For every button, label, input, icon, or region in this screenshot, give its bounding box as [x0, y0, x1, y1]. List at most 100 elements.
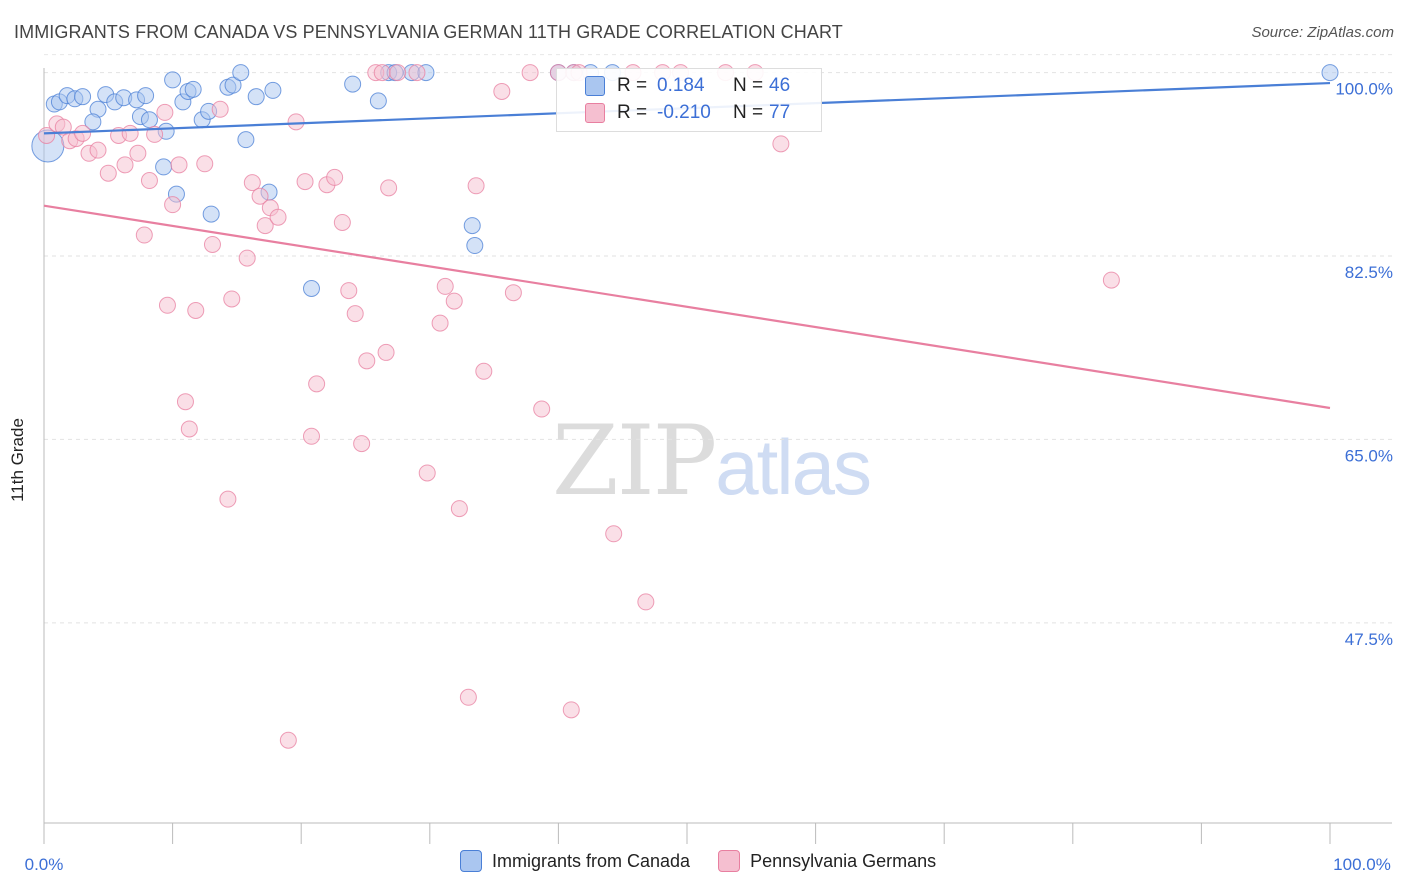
point-penn-german [431, 314, 449, 332]
axes [43, 68, 1392, 844]
point-canada [155, 158, 173, 176]
point-canada [247, 88, 265, 106]
y-tick-label: 82.5% [1345, 263, 1393, 282]
point-penn-german [418, 464, 436, 482]
stats-swatch-canada [585, 76, 605, 96]
tick-labels: 100.0% 82.5% 65.0% 47.5% 0.0% 100.0% [25, 80, 1393, 874]
point-penn-german [287, 113, 305, 131]
stats-n-label: N = [733, 75, 764, 96]
y-tick-label: 100.0% [1335, 80, 1393, 99]
point-penn-german [279, 731, 297, 749]
stats-row-penn-german: R = -0.210 N = 77 [557, 100, 821, 126]
point-penn-german [158, 296, 176, 314]
point-penn-german [211, 100, 229, 118]
point-penn-german [1102, 271, 1120, 289]
point-penn-german [74, 124, 92, 142]
point-penn-german [269, 208, 287, 226]
legend-label-penn-german: Pennsylvania Germans [750, 850, 937, 871]
watermark: ZIPatlas [552, 405, 872, 517]
point-penn-german [373, 64, 391, 82]
stats-row-canada: R = 0.184 N = 46 [557, 73, 821, 99]
point-penn-german [353, 435, 371, 453]
point-canada [84, 113, 102, 131]
point-canada [74, 88, 92, 106]
point-canada [140, 111, 158, 129]
point-penn-german [135, 226, 153, 244]
point-penn-german [99, 164, 117, 182]
stats-swatch-penn-german [585, 103, 605, 123]
point-canada [137, 87, 155, 105]
point-penn-german [450, 500, 468, 518]
point-penn-german [140, 172, 158, 190]
point-penn-german [116, 156, 134, 174]
point-penn-german [521, 64, 539, 82]
source-label: Source: ZipAtlas.com [1251, 24, 1394, 41]
point-penn-german [129, 144, 147, 162]
point-penn-german [475, 362, 493, 380]
point-penn-german [340, 282, 358, 300]
point-canada [344, 75, 362, 93]
point-penn-german [467, 177, 485, 195]
point-penn-german [223, 290, 241, 308]
point-canada [224, 76, 242, 94]
stats-r-label: R = [617, 102, 648, 123]
point-penn-german [89, 141, 107, 159]
stats-n-value: 77 [769, 102, 791, 123]
point-penn-german [493, 82, 511, 100]
point-penn-german [380, 179, 398, 197]
point-penn-german [146, 125, 164, 143]
point-penn-german [164, 196, 182, 214]
point-canada [466, 237, 484, 255]
point-penn-german [562, 701, 580, 719]
stats-n-label: N = [733, 102, 764, 123]
point-penn-german [219, 490, 237, 508]
point-penn-german [156, 103, 174, 121]
point-penn-german [296, 173, 314, 191]
trend-line-penn-german [43, 204, 1331, 410]
legend-item-penn-german[interactable]: Pennsylvania Germans [718, 850, 936, 872]
stats-r-label: R = [617, 75, 648, 96]
point-penn-german [605, 525, 623, 543]
point-penn-german [238, 249, 256, 267]
stats-r-value: 0.184 [657, 75, 705, 96]
point-penn-german [196, 155, 214, 173]
legend-swatch-penn-german [718, 850, 741, 872]
point-penn-german [772, 135, 790, 153]
chart-title: IMMIGRANTS FROM CANADA VS PENNSYLVANIA G… [14, 22, 843, 42]
point-penn-german [54, 118, 72, 136]
point-penn-german [459, 688, 477, 706]
point-penn-german [180, 420, 198, 438]
point-canada [302, 279, 320, 297]
point-penn-german [187, 302, 205, 320]
point-penn-german [445, 292, 463, 310]
point-penn-german [176, 393, 194, 411]
point-penn-german [256, 217, 274, 235]
legend-label-canada: Immigrants from Canada [492, 850, 691, 871]
y-tick-label: 65.0% [1345, 446, 1393, 465]
point-canada [463, 217, 481, 235]
point-penn-german [333, 213, 351, 231]
watermark-atlas: atlas [715, 423, 872, 511]
point-penn-german [377, 343, 395, 361]
point-canada [202, 205, 220, 223]
point-penn-german [504, 284, 522, 302]
stats-n-value: 46 [769, 75, 791, 96]
point-penn-german [243, 174, 261, 192]
point-canada [237, 131, 255, 149]
data-points [31, 64, 1339, 749]
point-canada [232, 64, 250, 82]
point-penn-german [170, 156, 188, 174]
watermark-zip: ZIP [552, 405, 717, 517]
point-penn-german [533, 400, 551, 418]
point-penn-german [408, 64, 426, 82]
y-tick-label: 47.5% [1345, 630, 1393, 649]
stats-r-value: -0.210 [657, 102, 711, 123]
x-tick-label: 100.0% [1333, 855, 1391, 874]
x-tick-label: 0.0% [25, 855, 64, 874]
point-penn-german [203, 235, 221, 253]
legend: Immigrants from Canada Pennsylvania Germ… [460, 850, 936, 872]
point-penn-german [121, 124, 139, 142]
point-canada [164, 71, 182, 89]
legend-item-canada[interactable]: Immigrants from Canada [460, 850, 690, 872]
